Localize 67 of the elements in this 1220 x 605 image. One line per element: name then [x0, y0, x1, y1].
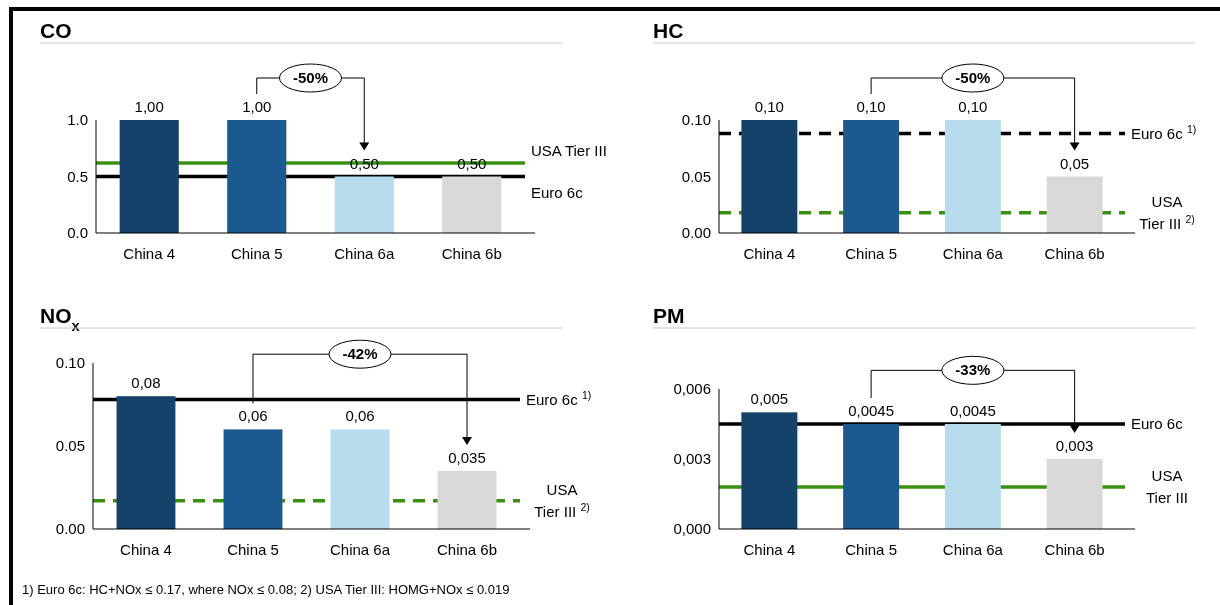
y-tick-label: 0.05 [681, 167, 711, 185]
ref-line-label: USA Tier III [531, 141, 607, 159]
text: 1) Euro 6c: HC+NOx ≤ 0.17, where NOx ≤ 0.08; 2) USA Tier III: HOMG+NOx ≤ 0.019 [22, 582, 510, 597]
data-label: 0,005 [750, 390, 789, 408]
y-tick-label: 0,003 [673, 450, 711, 468]
chart-title: CO [40, 19, 72, 42]
y-tick-label: 0.00 [681, 224, 711, 242]
x-tick-label: China 6a [942, 245, 1004, 262]
text: -50% [292, 69, 329, 86]
x-tick-label: China 4 [120, 541, 172, 558]
y-tick-label: 0,006 [673, 380, 711, 398]
x-tick-label: China 4 [123, 245, 176, 262]
x-tick-label: China 5 [230, 245, 283, 262]
bar [330, 429, 390, 529]
bar [843, 424, 900, 529]
data-label: 1,00 [242, 98, 272, 115]
data-label: 0,08 [131, 374, 161, 392]
x-tick-label: China 5 [845, 541, 897, 558]
bar [116, 396, 176, 529]
ref-line-label: Euro 6c $^{1)}$ [1131, 122, 1197, 142]
x-tick-label: China 6b [441, 245, 502, 262]
data-label: 0,10 [958, 98, 988, 115]
data-label: 0,0045 [848, 402, 895, 419]
ref-line-label: Euro 6c [531, 183, 584, 201]
x-tick-label: China 4 [743, 541, 796, 558]
ref-line-label: Euro 6c $^{1)}$ [526, 388, 592, 408]
ref-line-label: USA Tier III $^{2)}$ [1139, 192, 1195, 232]
x-tick-label: China 6a [334, 245, 395, 262]
y-tick-label: 0.00 [55, 520, 85, 538]
bar [741, 412, 798, 529]
x-tick-label: China 5 [845, 245, 897, 262]
data-label: 0,10 [856, 98, 886, 115]
data-label: 0,003 [1055, 437, 1094, 454]
y-tick-label: 1.0 [67, 111, 88, 129]
bar [223, 429, 283, 529]
chart-title: PM [653, 304, 685, 327]
x-tick-label: China 6a [942, 541, 1004, 558]
y-tick-label: 0.0 [67, 224, 88, 242]
chart-title: HC [653, 19, 684, 42]
x-tick-label: China 6b [437, 541, 498, 558]
y-tick-label: 0,000 [673, 520, 711, 538]
bar [944, 424, 1001, 529]
bar [437, 470, 497, 529]
y-tick-label: 0.05 [55, 437, 85, 455]
text: -42% [342, 345, 378, 363]
chart-title: NO$_{x}$ [40, 304, 81, 334]
data-label: 0,035 [448, 448, 486, 466]
x-tick-label: China 6b [1044, 541, 1105, 558]
data-label: 0,06 [238, 407, 268, 425]
data-label: 0,05 [1060, 154, 1090, 172]
text: -33% [955, 361, 991, 379]
y-tick-label: 0.10 [55, 354, 85, 372]
data-label: 1,00 [134, 98, 164, 115]
data-label: 0,06 [345, 407, 375, 425]
ref-line-label: USA Tier III [1146, 467, 1188, 506]
y-tick-label: 0.10 [681, 111, 711, 129]
text: -50% [955, 69, 991, 86]
x-tick-label: China 6b [1044, 245, 1105, 262]
x-tick-label: China 5 [227, 541, 279, 558]
data-label: 0,0045 [949, 402, 996, 419]
data-label: 0,10 [754, 98, 784, 115]
ref-line-label: Euro 6c [1131, 415, 1184, 432]
x-tick-label: China 4 [743, 245, 796, 262]
bar [1046, 459, 1103, 529]
ref-line-label: USA Tier III $^{2)}$ [534, 480, 590, 520]
x-tick-label: China 6a [329, 541, 391, 558]
y-tick-label: 0.5 [67, 167, 88, 185]
